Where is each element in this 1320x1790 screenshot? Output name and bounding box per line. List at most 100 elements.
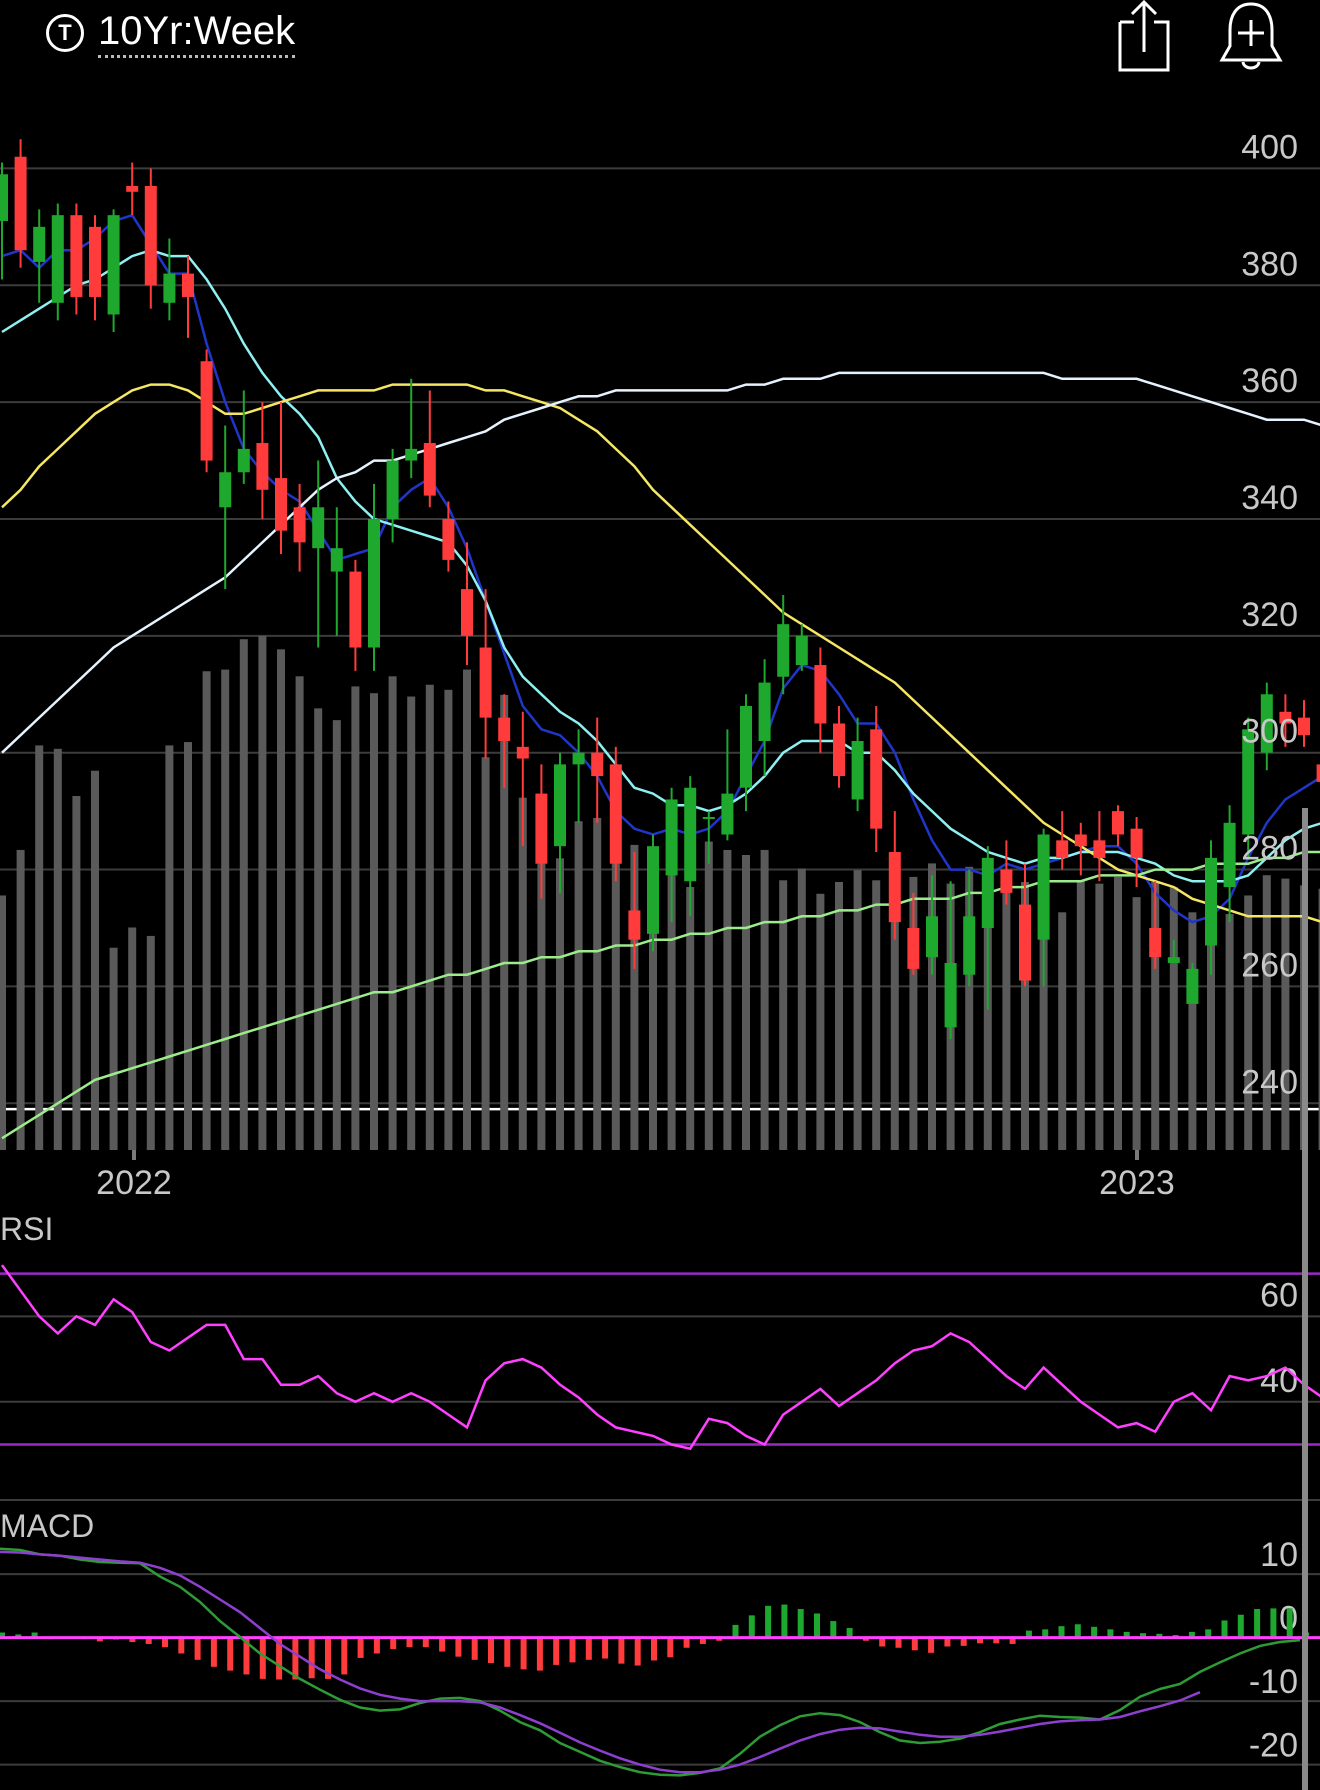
macd-histogram-bar xyxy=(406,1637,413,1648)
volume-bar xyxy=(1021,881,1029,1150)
share-icon xyxy=(1118,0,1170,72)
time-tick-label: 2022 xyxy=(96,1164,172,1202)
candle-body xyxy=(591,752,604,777)
moving-average-lines xyxy=(1,213,1320,1140)
candle xyxy=(219,425,232,590)
macd-histogram-bar xyxy=(667,1637,674,1658)
candle xyxy=(405,378,418,479)
candle xyxy=(1093,811,1106,882)
top-bar: T 10Yr:Week xyxy=(0,0,1320,72)
candle xyxy=(423,390,436,508)
moving-average-line xyxy=(1,850,1320,1140)
volume-bar xyxy=(742,855,750,1150)
volume-bar xyxy=(965,866,974,1150)
volume-bar xyxy=(1076,880,1085,1150)
volume-bar xyxy=(332,720,341,1150)
macd-histogram-bar xyxy=(1237,1614,1244,1638)
price-tick-label: 400 xyxy=(1241,128,1298,166)
macd-histogram-bar xyxy=(1042,1629,1049,1638)
volume-bar xyxy=(723,849,732,1150)
candle xyxy=(1205,840,1217,975)
macd-histogram-bar xyxy=(814,1613,820,1638)
macd-histogram-bar xyxy=(194,1637,201,1660)
candle-body xyxy=(944,963,957,1028)
macd-histogram-bar xyxy=(520,1637,527,1670)
macd-line xyxy=(0,1547,1301,1777)
candle-body xyxy=(498,717,511,742)
macd-histogram-bar xyxy=(471,1637,478,1660)
macd-histogram-bar xyxy=(634,1637,641,1666)
volume-bar xyxy=(1318,888,1320,1150)
candle xyxy=(1223,805,1236,923)
time-range-selector[interactable]: T 10Yr:Week xyxy=(46,8,296,58)
macd-histogram-bar xyxy=(618,1637,625,1664)
candle xyxy=(516,711,529,847)
candle xyxy=(1186,963,1199,1004)
macd-histogram-bar xyxy=(210,1637,217,1667)
candle xyxy=(144,168,157,309)
candle xyxy=(1037,828,1050,987)
volume-bar xyxy=(72,796,81,1150)
macd-tick-label: 10 xyxy=(1260,1536,1298,1574)
candle-body xyxy=(795,635,808,666)
macd-histogram-bar xyxy=(1286,1608,1293,1638)
candle xyxy=(870,705,883,853)
volume-bar xyxy=(91,770,99,1150)
candle-body xyxy=(89,226,101,297)
candle xyxy=(89,215,101,321)
macd-histogram-bar xyxy=(1123,1631,1130,1638)
macd-histogram-bar xyxy=(993,1637,1000,1644)
candle-body xyxy=(1279,711,1292,724)
share-button[interactable] xyxy=(1112,0,1174,72)
macd-histogram-bar xyxy=(439,1637,446,1652)
macd-histogram-bar xyxy=(1140,1633,1146,1638)
candlesticks xyxy=(0,139,1320,1039)
candle xyxy=(33,209,46,303)
candle-body xyxy=(963,916,976,975)
candle xyxy=(70,203,83,315)
candle xyxy=(1149,881,1162,969)
candle-body xyxy=(163,273,176,303)
crosshair-scrollbar[interactable] xyxy=(1302,808,1308,1790)
price-axis-labels: 400 380 360 340 320 300 280 260 240 xyxy=(1241,128,1298,1101)
candle xyxy=(1279,694,1292,747)
candle xyxy=(0,162,8,280)
volume-bar xyxy=(835,881,843,1150)
candle xyxy=(721,729,734,841)
volume-bar xyxy=(35,745,44,1150)
macd-histogram-bar xyxy=(325,1637,331,1679)
candle-body xyxy=(461,589,473,636)
candle-body xyxy=(144,185,157,286)
candle-body xyxy=(1019,904,1031,981)
macd-histogram-bar xyxy=(585,1637,592,1660)
macd-histogram-bar xyxy=(390,1637,397,1650)
candle-body xyxy=(1112,811,1124,835)
macd-histogram-bar xyxy=(1058,1626,1065,1638)
candle-body xyxy=(423,443,436,496)
candle xyxy=(1167,939,1180,964)
candle-body xyxy=(1298,717,1310,736)
macd-histogram-bar xyxy=(569,1637,576,1663)
candle xyxy=(665,787,678,923)
volume-bar xyxy=(425,684,434,1150)
macd-histogram-bar xyxy=(243,1637,250,1675)
candle xyxy=(907,892,920,975)
volume-bar xyxy=(1281,878,1290,1150)
macd-histogram-bar xyxy=(1270,1608,1277,1638)
candle xyxy=(684,776,697,917)
volume-bar xyxy=(853,870,862,1150)
add-alert-button[interactable] xyxy=(1218,0,1284,72)
volume-bar xyxy=(1169,887,1178,1150)
candle-body xyxy=(1130,828,1143,858)
volume-bar xyxy=(760,849,769,1150)
candle xyxy=(851,717,864,812)
volume-bar xyxy=(184,742,192,1150)
candle-body xyxy=(1167,957,1180,964)
candle-body xyxy=(51,215,64,303)
candle-body xyxy=(1037,834,1050,940)
macd-histogram-bar xyxy=(292,1637,299,1680)
rsi-tick-label: 60 xyxy=(1260,1276,1298,1314)
candle-body xyxy=(293,507,306,543)
volume-bar xyxy=(686,887,695,1150)
